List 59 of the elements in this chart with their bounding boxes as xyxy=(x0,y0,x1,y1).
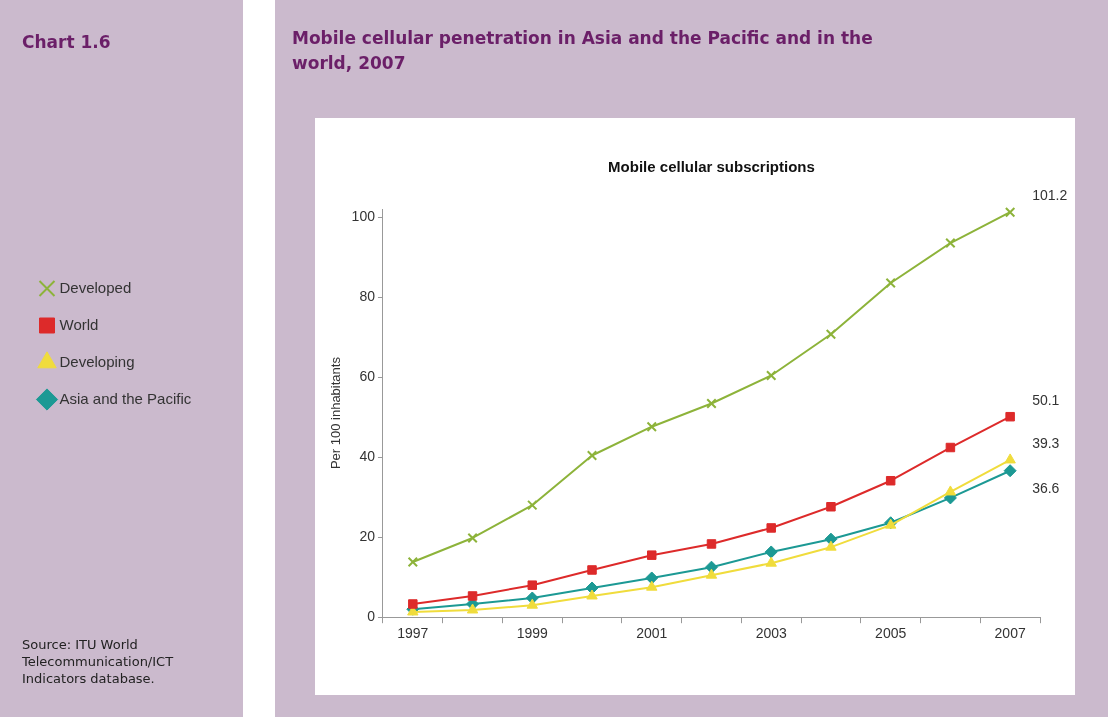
y-tick-label: 60 xyxy=(359,367,376,384)
x-tick-label: 2005 xyxy=(875,625,907,642)
point xyxy=(706,398,717,409)
point xyxy=(706,539,717,549)
x-tick-label: 2003 xyxy=(755,625,787,642)
y-tick-label: 40 xyxy=(359,447,376,464)
legend-label: Asia and the Pacific xyxy=(59,389,192,407)
data-label: 36.6 xyxy=(1032,479,1060,496)
data-label: 39.3 xyxy=(1032,434,1060,451)
point xyxy=(646,580,658,591)
point xyxy=(885,277,896,289)
legend-label: World xyxy=(59,315,99,333)
point xyxy=(645,571,659,585)
point xyxy=(765,556,777,567)
point xyxy=(587,565,597,575)
y-tick-label: 100 xyxy=(351,207,376,224)
point xyxy=(825,329,837,340)
point xyxy=(825,540,837,551)
point xyxy=(586,450,598,461)
point xyxy=(1004,453,1016,464)
x-tick-label: 1997 xyxy=(397,625,429,642)
point xyxy=(944,485,957,496)
legend-label: Developed xyxy=(59,278,132,296)
point xyxy=(407,556,419,568)
x-tick-label: 1999 xyxy=(516,625,549,642)
point xyxy=(705,568,718,579)
point xyxy=(1005,411,1015,422)
point xyxy=(1003,464,1017,478)
point xyxy=(647,550,657,560)
y-axis-title: Per 100 inhabitants xyxy=(328,356,344,470)
y-tick-label: 20 xyxy=(359,528,376,545)
source-note: Source: ITU World Telecommunication/ICT Indicators database. xyxy=(22,636,175,687)
point xyxy=(826,502,836,512)
point xyxy=(945,442,956,453)
y-tick-label: 0 xyxy=(367,608,376,625)
point xyxy=(526,598,538,609)
point xyxy=(765,370,777,381)
point xyxy=(586,589,598,600)
point xyxy=(527,499,538,511)
point xyxy=(1004,206,1016,218)
point xyxy=(945,237,956,249)
y-tick-label: 80 xyxy=(359,287,376,304)
caption: Chart 1.6 xyxy=(22,32,111,52)
point xyxy=(646,421,657,432)
legend-label: Developing xyxy=(59,352,135,370)
chart-title: Mobile cellular penetration in Asia and the Pacific and in the world, 2007 xyxy=(292,27,874,75)
point xyxy=(527,580,538,590)
point xyxy=(885,475,896,486)
x-tick-label: 2001 xyxy=(636,625,668,642)
point xyxy=(467,532,478,544)
chart-subtitle: Mobile cellular subscriptions xyxy=(608,158,815,175)
data-label: 101.2 xyxy=(1032,187,1068,204)
data-label: 50.1 xyxy=(1032,391,1060,408)
point xyxy=(408,599,418,609)
point xyxy=(466,603,479,614)
x-tick-label: 2007 xyxy=(994,625,1026,642)
point xyxy=(766,523,776,533)
point xyxy=(764,545,778,559)
point xyxy=(467,591,478,601)
